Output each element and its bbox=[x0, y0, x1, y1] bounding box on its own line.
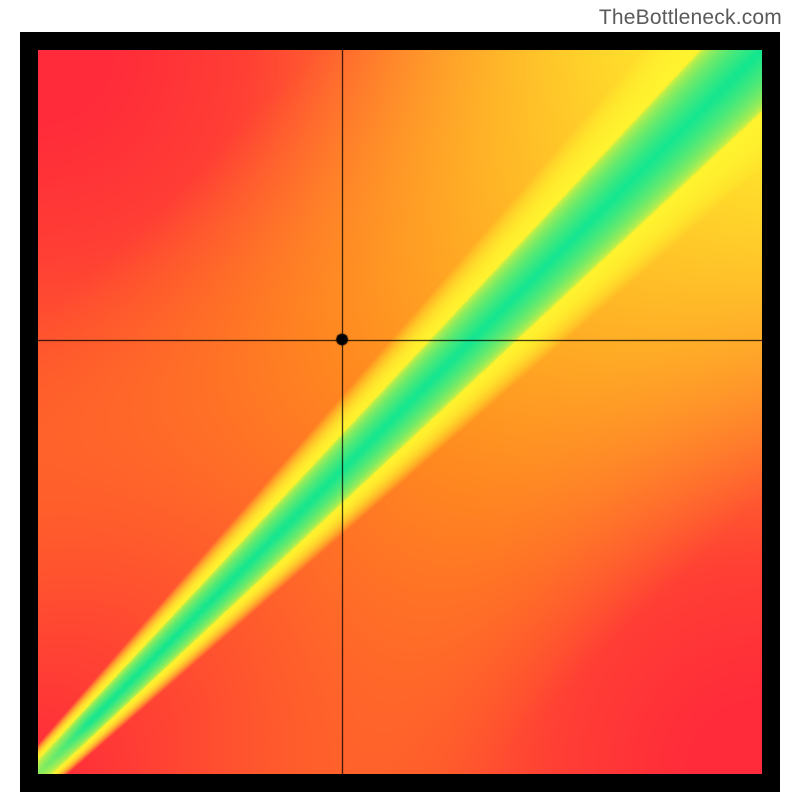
chart-container: TheBottleneck.com bbox=[0, 0, 800, 800]
overlay-canvas bbox=[38, 50, 762, 774]
plot-frame bbox=[20, 32, 780, 792]
watermark-text: TheBottleneck.com bbox=[599, 6, 782, 30]
